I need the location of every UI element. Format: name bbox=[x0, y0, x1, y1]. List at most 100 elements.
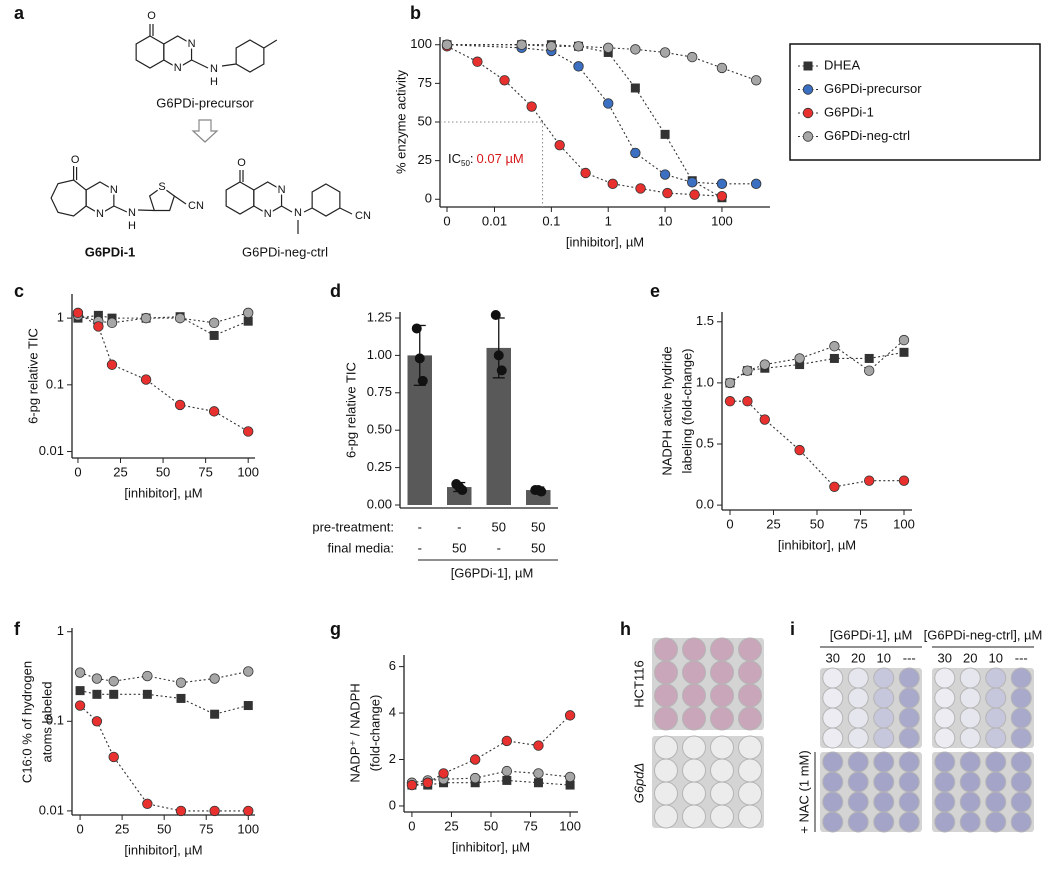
point bbox=[750, 75, 762, 86]
trend-line bbox=[77, 312, 249, 432]
x-tick-label: 0.01 bbox=[482, 213, 507, 228]
well bbox=[934, 771, 956, 793]
point bbox=[546, 41, 557, 52]
atom-label: CN bbox=[188, 200, 204, 212]
point bbox=[74, 667, 86, 678]
point bbox=[142, 798, 153, 810]
well bbox=[822, 771, 844, 793]
y-tick-label: 6 bbox=[389, 658, 396, 673]
legend-label: G6PDi-1 bbox=[824, 104, 874, 119]
ring bbox=[253, 181, 283, 215]
well bbox=[985, 751, 1007, 773]
point bbox=[75, 686, 85, 696]
panel-label: i bbox=[790, 619, 795, 639]
well bbox=[959, 811, 981, 833]
atom-label: O bbox=[237, 157, 246, 169]
point bbox=[243, 805, 254, 817]
plate bbox=[652, 638, 764, 730]
well bbox=[847, 751, 869, 773]
point bbox=[662, 187, 673, 199]
panel-label: h bbox=[620, 619, 631, 639]
well bbox=[738, 683, 762, 708]
y-tick-label: 1.00 bbox=[367, 347, 392, 362]
x-tick-label: 0 bbox=[408, 818, 415, 833]
point bbox=[108, 676, 119, 687]
well bbox=[847, 667, 869, 689]
point bbox=[243, 316, 253, 326]
column-label: 10 bbox=[989, 650, 1003, 665]
atom-label: S bbox=[158, 181, 165, 193]
bond bbox=[263, 39, 278, 49]
y-tick-label: 1.5 bbox=[696, 313, 714, 328]
well bbox=[873, 667, 895, 689]
well bbox=[934, 811, 956, 833]
point bbox=[174, 312, 186, 324]
atom-label: H bbox=[210, 76, 218, 88]
point bbox=[659, 169, 671, 180]
ring bbox=[135, 35, 165, 69]
point bbox=[794, 444, 805, 456]
point bbox=[573, 61, 584, 72]
point bbox=[93, 321, 104, 332]
point bbox=[630, 44, 641, 55]
well bbox=[934, 687, 956, 709]
structure-name: G6PDi-precursor bbox=[156, 95, 254, 110]
column-label: 10 bbox=[877, 650, 891, 665]
y-tick-label: 0.75 bbox=[367, 384, 392, 399]
x-tick-label: 100 bbox=[237, 821, 259, 836]
plate-label: G6pdΔ bbox=[631, 763, 646, 804]
point bbox=[438, 768, 449, 779]
x-tick-label: 25 bbox=[444, 818, 458, 833]
point bbox=[109, 689, 119, 699]
well bbox=[710, 804, 734, 829]
y-axis-label: NADPH active hydride bbox=[659, 346, 674, 475]
y-axis-label: 6-pg relative TIC bbox=[343, 362, 358, 458]
point bbox=[175, 805, 187, 817]
point bbox=[140, 374, 152, 385]
well bbox=[898, 707, 920, 729]
point bbox=[829, 341, 840, 352]
point bbox=[742, 365, 753, 376]
well bbox=[738, 735, 762, 760]
y-tick-label: 4 bbox=[389, 704, 396, 719]
y-tick-label: 0.01 bbox=[39, 443, 64, 458]
y-axis-label: (fold-change) bbox=[367, 695, 382, 772]
well bbox=[738, 637, 762, 662]
point bbox=[759, 359, 771, 370]
well bbox=[873, 811, 895, 833]
well bbox=[985, 771, 1007, 793]
arrow bbox=[191, 119, 219, 143]
group-label: [G6PDi-1], µM bbox=[451, 565, 534, 580]
atom-label: H bbox=[128, 220, 136, 232]
well bbox=[654, 781, 678, 806]
well bbox=[738, 781, 762, 806]
x-tick-label: 25 bbox=[113, 464, 127, 479]
column-label: 20 bbox=[851, 650, 865, 665]
y-tick-label: 1 bbox=[57, 310, 64, 325]
point bbox=[533, 740, 544, 751]
y-tick-label: 25 bbox=[418, 152, 432, 167]
column-label: 30 bbox=[938, 650, 952, 665]
point bbox=[174, 399, 186, 411]
well bbox=[898, 667, 920, 689]
bond bbox=[221, 63, 237, 67]
well bbox=[682, 781, 706, 806]
x-tick-label: 75 bbox=[198, 464, 212, 479]
trend-line bbox=[411, 770, 571, 784]
x-tick-label: 75 bbox=[523, 818, 537, 833]
well bbox=[654, 804, 678, 829]
point bbox=[501, 735, 513, 747]
row-value: - bbox=[457, 519, 461, 534]
point bbox=[533, 778, 543, 788]
well bbox=[959, 687, 981, 709]
panel-label: c bbox=[14, 281, 24, 301]
point bbox=[603, 98, 614, 109]
x-tick-label: 0 bbox=[74, 464, 81, 479]
point bbox=[243, 666, 254, 677]
legend-marker bbox=[802, 131, 814, 142]
point bbox=[899, 347, 909, 357]
point bbox=[469, 772, 481, 784]
plate bbox=[932, 668, 1034, 748]
trend-line bbox=[447, 44, 723, 199]
row-label: final media: bbox=[328, 540, 394, 555]
